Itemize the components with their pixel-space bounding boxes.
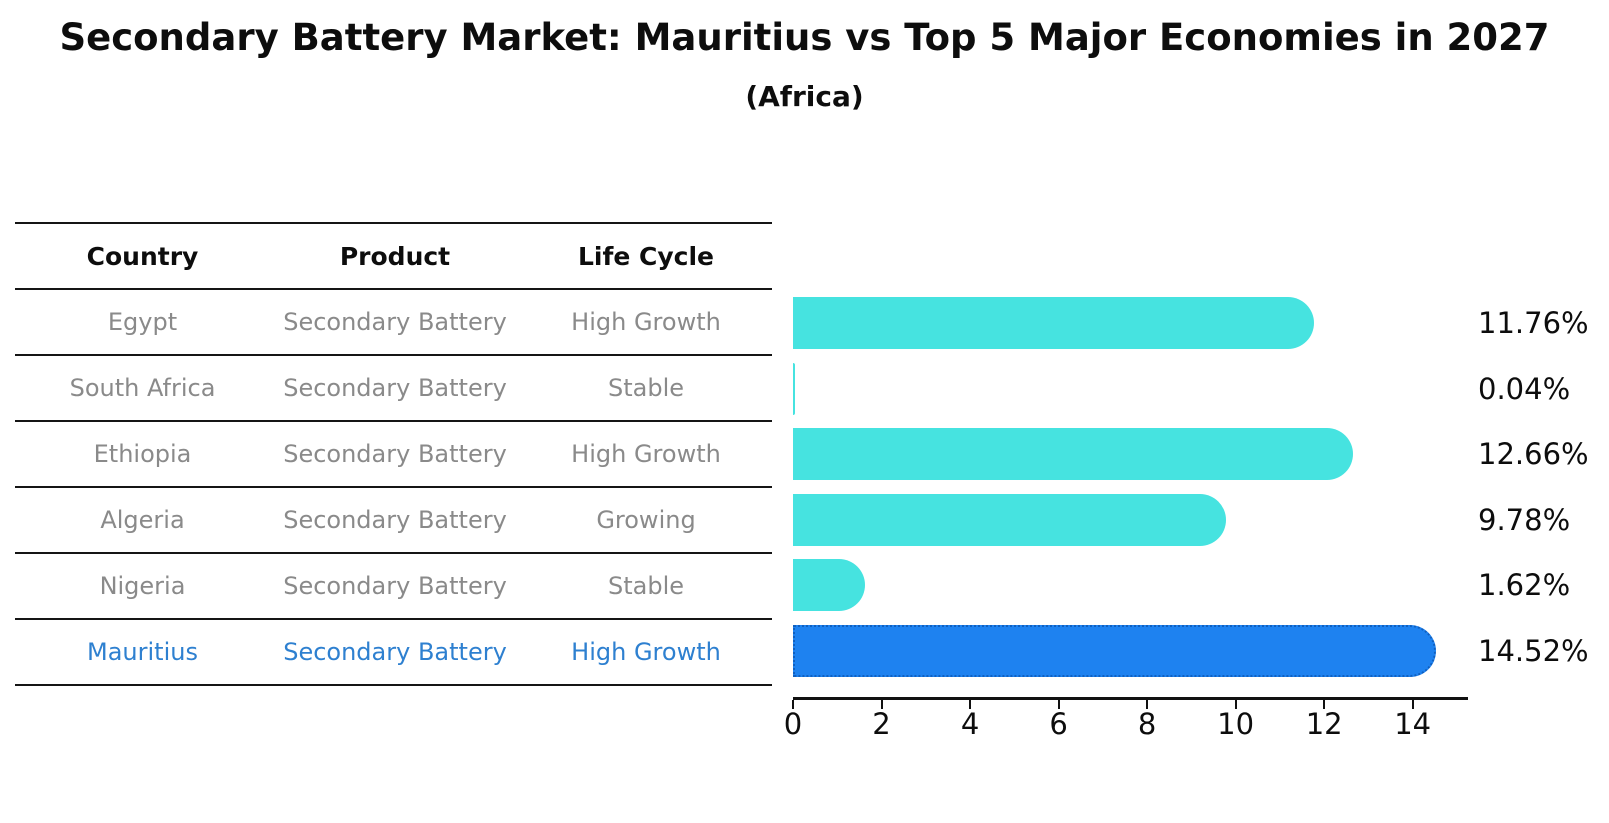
- country-cell: South Africa: [69, 374, 216, 402]
- life-cycle-cell: High Growth: [571, 308, 721, 336]
- bar-egypt: [793, 297, 1314, 349]
- product-cell: Secondary Battery: [283, 440, 507, 468]
- table-row-ethiopia: Ethiopia Secondary Battery High Growth: [15, 422, 772, 488]
- x-axis-line: [793, 697, 1468, 700]
- bar-algeria: [793, 493, 1226, 546]
- product-cell: Secondary Battery: [283, 638, 507, 666]
- x-tick-mark: [1323, 700, 1326, 709]
- country-table: Country Product Life Cycle Egypt Secondary …: [15, 222, 772, 686]
- x-tick-label: 6: [1049, 707, 1068, 741]
- x-tick-label: 10: [1217, 707, 1255, 741]
- x-tick-mark: [1411, 700, 1414, 709]
- product-cell: Secondary Battery: [283, 572, 507, 600]
- country-cell: Algeria: [100, 506, 185, 534]
- table-header-row: Country Product Life Cycle: [15, 224, 772, 290]
- bar-value-label: 1.62%: [1478, 568, 1571, 602]
- chart-subtitle: (Africa): [745, 80, 864, 113]
- bar-ethiopia: [793, 428, 1354, 480]
- column-header-product: Product: [339, 241, 451, 271]
- column-header-life-cycle: Life Cycle: [577, 241, 715, 271]
- table-row-mauritius: Mauritius Secondary Battery High Growth: [15, 620, 772, 686]
- column-header-country: Country: [86, 241, 199, 271]
- bar-value-label: 0.04%: [1478, 371, 1571, 406]
- table-body: Egypt Secondary Battery High Growth South A…: [15, 290, 772, 686]
- bar-value-label: 12.66%: [1478, 437, 1589, 471]
- product-cell: Secondary Battery: [283, 506, 507, 534]
- product-cell: Secondary Battery: [283, 374, 507, 402]
- bar-nigeria: [793, 559, 865, 611]
- country-cell: Ethiopia: [93, 440, 192, 468]
- x-tick-label: 14: [1394, 707, 1432, 741]
- country-cell: Mauritius: [87, 638, 198, 666]
- x-tick-mark: [969, 700, 972, 709]
- country-cell: Nigeria: [99, 572, 186, 600]
- bar-south-africa: [793, 362, 795, 415]
- x-tick-mark: [880, 700, 883, 709]
- x-tick-label: 2: [872, 707, 891, 741]
- country-cell: Egypt: [107, 308, 178, 336]
- product-cell: Secondary Battery: [283, 308, 507, 336]
- x-tick-mark: [1057, 700, 1060, 709]
- x-tick-mark: [792, 700, 794, 709]
- chart-title: Secondary Battery Market: Mauritius vs T…: [59, 16, 1550, 59]
- bar-value-label: 11.76%: [1478, 306, 1589, 340]
- life-cycle-cell: Growing: [596, 506, 696, 534]
- x-tick-mark: [1146, 700, 1149, 709]
- table-row-south-africa: South Africa Secondary Battery Stable: [15, 356, 772, 422]
- bar-value-label: 9.78%: [1478, 502, 1571, 537]
- x-tick-label: 4: [960, 707, 980, 741]
- table-row-nigeria: Nigeria Secondary Battery Stable: [15, 554, 772, 620]
- table-row-egypt: Egypt Secondary Battery High Growth: [15, 290, 772, 356]
- life-cycle-cell: High Growth: [571, 638, 721, 666]
- x-tick-mark: [1234, 700, 1237, 709]
- x-tick-label: 12: [1305, 707, 1343, 741]
- life-cycle-cell: Stable: [607, 374, 685, 402]
- x-tick-label: 8: [1137, 707, 1157, 741]
- life-cycle-cell: Stable: [607, 572, 685, 600]
- table-row-algeria: Algeria Secondary Battery Growing: [15, 488, 772, 554]
- bar-plot-area: 0 2 4 6 8 10 12 14: [784, 290, 1468, 741]
- x-tick-label: 0: [783, 707, 803, 741]
- bar-value-label: 14.52%: [1478, 633, 1589, 668]
- life-cycle-cell: High Growth: [571, 440, 721, 468]
- bar-mauritius: [793, 624, 1436, 677]
